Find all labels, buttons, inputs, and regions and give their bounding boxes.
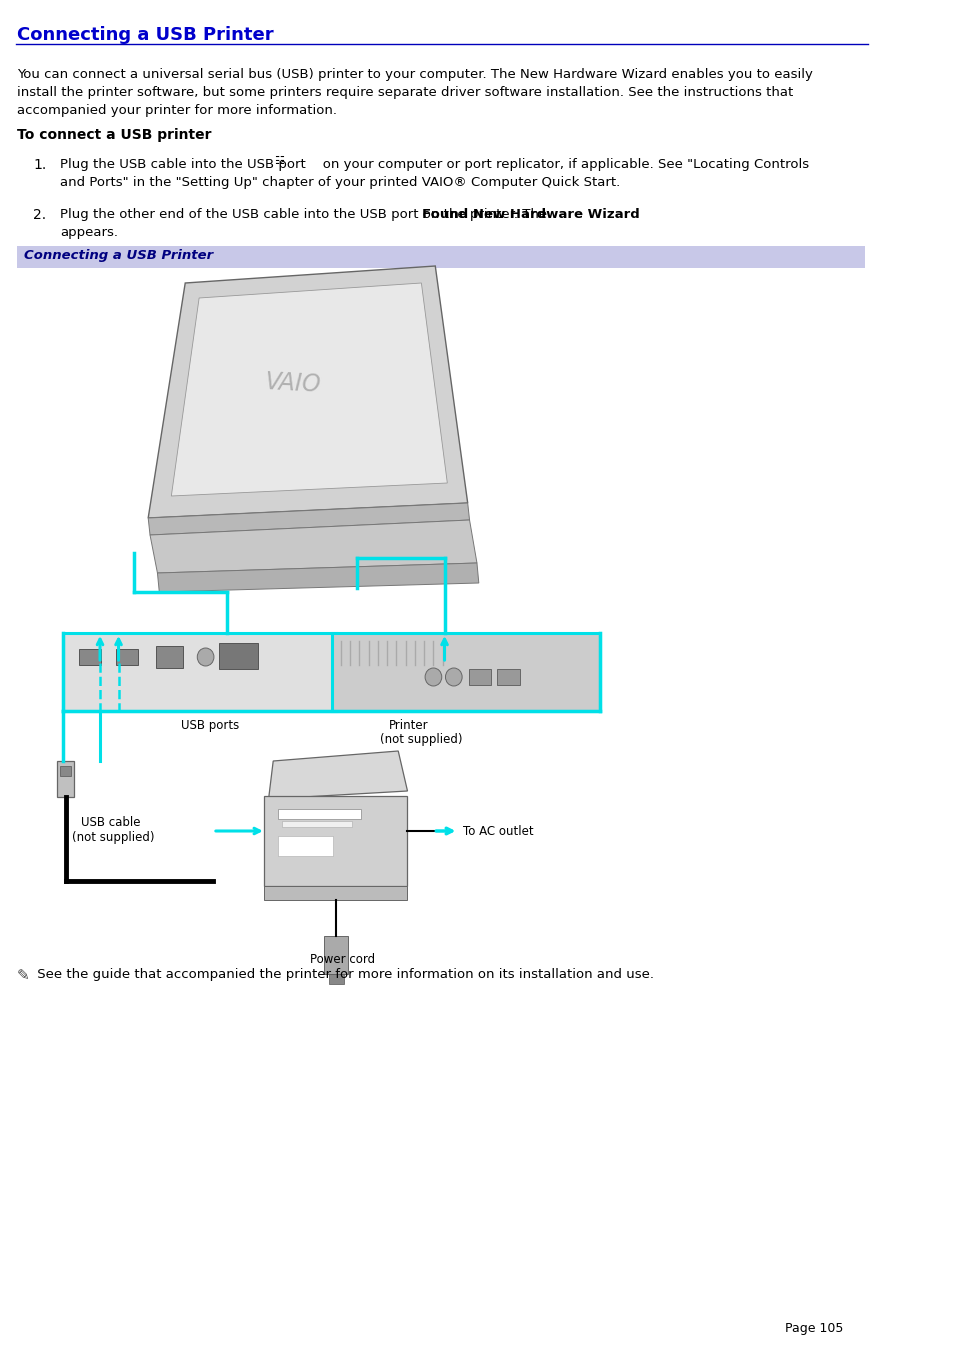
- Bar: [264, 796, 407, 886]
- Bar: [60, 766, 71, 775]
- Bar: [16, 246, 864, 267]
- Bar: [115, 648, 138, 665]
- Text: (not supplied): (not supplied): [72, 831, 154, 844]
- Text: ✎: ✎: [16, 969, 30, 984]
- Text: See the guide that accompanied the printer for more information on its installat: See the guide that accompanied the print…: [33, 969, 654, 981]
- Bar: [57, 761, 74, 797]
- Text: accompanied your printer for more information.: accompanied your printer for more inform…: [16, 104, 336, 118]
- Bar: [468, 669, 491, 685]
- Bar: [219, 643, 258, 669]
- Text: 1.: 1.: [33, 158, 47, 172]
- Bar: [277, 809, 361, 819]
- Text: appears.: appears.: [60, 226, 118, 239]
- Text: Power cord: Power cord: [310, 952, 375, 966]
- Polygon shape: [148, 503, 469, 535]
- Circle shape: [425, 667, 441, 686]
- Circle shape: [445, 667, 461, 686]
- Bar: [497, 669, 519, 685]
- Text: To AC outlet: To AC outlet: [462, 825, 533, 838]
- Polygon shape: [150, 520, 476, 573]
- Text: and Ports" in the "Setting Up" chapter of your printed VAIO® Computer Quick Star: and Ports" in the "Setting Up" chapter o…: [60, 176, 619, 189]
- Text: You can connect a universal serial bus (USB) printer to your computer. The New H: You can connect a universal serial bus (…: [16, 68, 812, 81]
- Text: USB ports: USB ports: [180, 719, 238, 732]
- Text: Page 105: Page 105: [784, 1323, 842, 1335]
- Circle shape: [197, 648, 213, 666]
- Polygon shape: [148, 266, 467, 517]
- Bar: [282, 821, 352, 827]
- Text: Plug the USB cable into the USB port    on your computer or port replicator, if : Plug the USB cable into the USB port on …: [60, 158, 808, 172]
- Bar: [329, 974, 343, 984]
- Bar: [324, 936, 348, 974]
- Text: Connecting a USB Printer: Connecting a USB Printer: [24, 249, 213, 262]
- Text: Found New Hardware Wizard: Found New Hardware Wizard: [421, 208, 639, 222]
- Bar: [155, 646, 183, 667]
- Bar: [332, 634, 599, 711]
- Bar: [277, 836, 333, 857]
- Text: Plug the other end of the USB cable into the USB port on the printer. The: Plug the other end of the USB cable into…: [60, 208, 551, 222]
- Text: To connect a USB printer: To connect a USB printer: [16, 128, 211, 142]
- Text: 2.: 2.: [33, 208, 47, 222]
- Text: (not supplied): (not supplied): [379, 734, 461, 746]
- Bar: [63, 634, 335, 711]
- Polygon shape: [269, 751, 407, 798]
- Text: install the printer software, but some printers require separate driver software: install the printer software, but some p…: [16, 86, 792, 99]
- Text: ☷: ☷: [274, 155, 284, 166]
- Bar: [264, 886, 407, 900]
- Text: USB cable: USB cable: [81, 816, 141, 830]
- Text: Connecting a USB Printer: Connecting a USB Printer: [16, 26, 273, 45]
- Text: Printer: Printer: [389, 719, 428, 732]
- Polygon shape: [172, 282, 447, 496]
- Polygon shape: [157, 563, 478, 592]
- Text: VAIO: VAIO: [264, 370, 321, 396]
- Bar: [79, 648, 101, 665]
